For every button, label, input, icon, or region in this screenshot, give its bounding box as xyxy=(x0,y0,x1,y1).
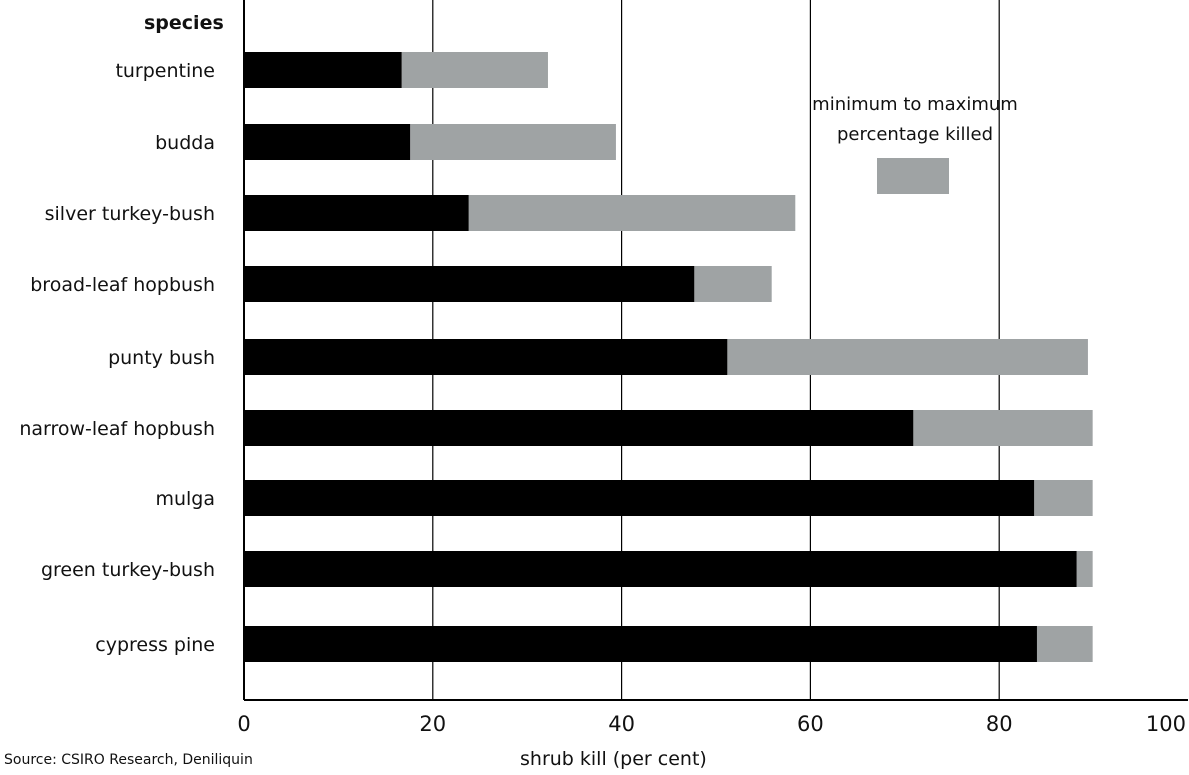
range-bar-7 xyxy=(1076,551,1093,587)
range-bar-3 xyxy=(694,266,772,302)
range-bar-0 xyxy=(401,52,548,88)
bars xyxy=(244,52,1093,662)
category-labels: turpentine budda silver turkey-bush broad-l… xyxy=(19,60,215,656)
x-tick-0: 0 xyxy=(237,712,250,736)
legend-swatch xyxy=(877,158,949,194)
category-label-5: narrow-leaf hopbush xyxy=(19,418,215,440)
category-label-2: silver turkey-bush xyxy=(45,203,215,225)
min-bar-3 xyxy=(244,266,695,302)
range-bar-6 xyxy=(1034,480,1093,516)
category-label-6: mulga xyxy=(155,488,215,510)
range-bar-1 xyxy=(410,124,616,160)
x-tick-100: 100 xyxy=(1146,712,1186,736)
min-bar-8 xyxy=(244,626,1037,662)
axes xyxy=(243,0,1188,701)
range-bar-2 xyxy=(468,195,796,231)
x-tick-40: 40 xyxy=(608,712,635,736)
x-tick-labels: 0 20 40 60 80 100 xyxy=(237,712,1186,736)
x-tick-80: 80 xyxy=(986,712,1013,736)
category-label-7: green turkey-bush xyxy=(41,559,215,581)
x-tick-60: 60 xyxy=(797,712,824,736)
category-label-3: broad-leaf hopbush xyxy=(30,274,215,296)
legend-label: minimum to maximum percentage killed xyxy=(812,94,1018,145)
source-note: Source: CSIRO Research, Deniliquin xyxy=(4,752,253,768)
category-axis-title: species xyxy=(144,12,224,34)
category-label-8: cypress pine xyxy=(95,634,215,656)
x-tick-20: 20 xyxy=(419,712,446,736)
min-bar-0 xyxy=(244,52,402,88)
range-bar-5 xyxy=(913,410,1093,446)
min-bar-7 xyxy=(244,551,1077,587)
category-label-4: punty bush xyxy=(108,347,215,369)
min-bar-6 xyxy=(244,480,1035,516)
min-bar-5 xyxy=(244,410,914,446)
min-bar-1 xyxy=(244,124,411,160)
range-bar-4 xyxy=(727,339,1088,375)
min-bar-2 xyxy=(244,195,469,231)
category-label-1: budda xyxy=(155,132,215,154)
x-axis-title: shrub kill (per cent) xyxy=(520,748,707,770)
min-bar-4 xyxy=(244,339,728,375)
category-label-0: turpentine xyxy=(115,60,215,82)
range-bar-8 xyxy=(1036,626,1093,662)
